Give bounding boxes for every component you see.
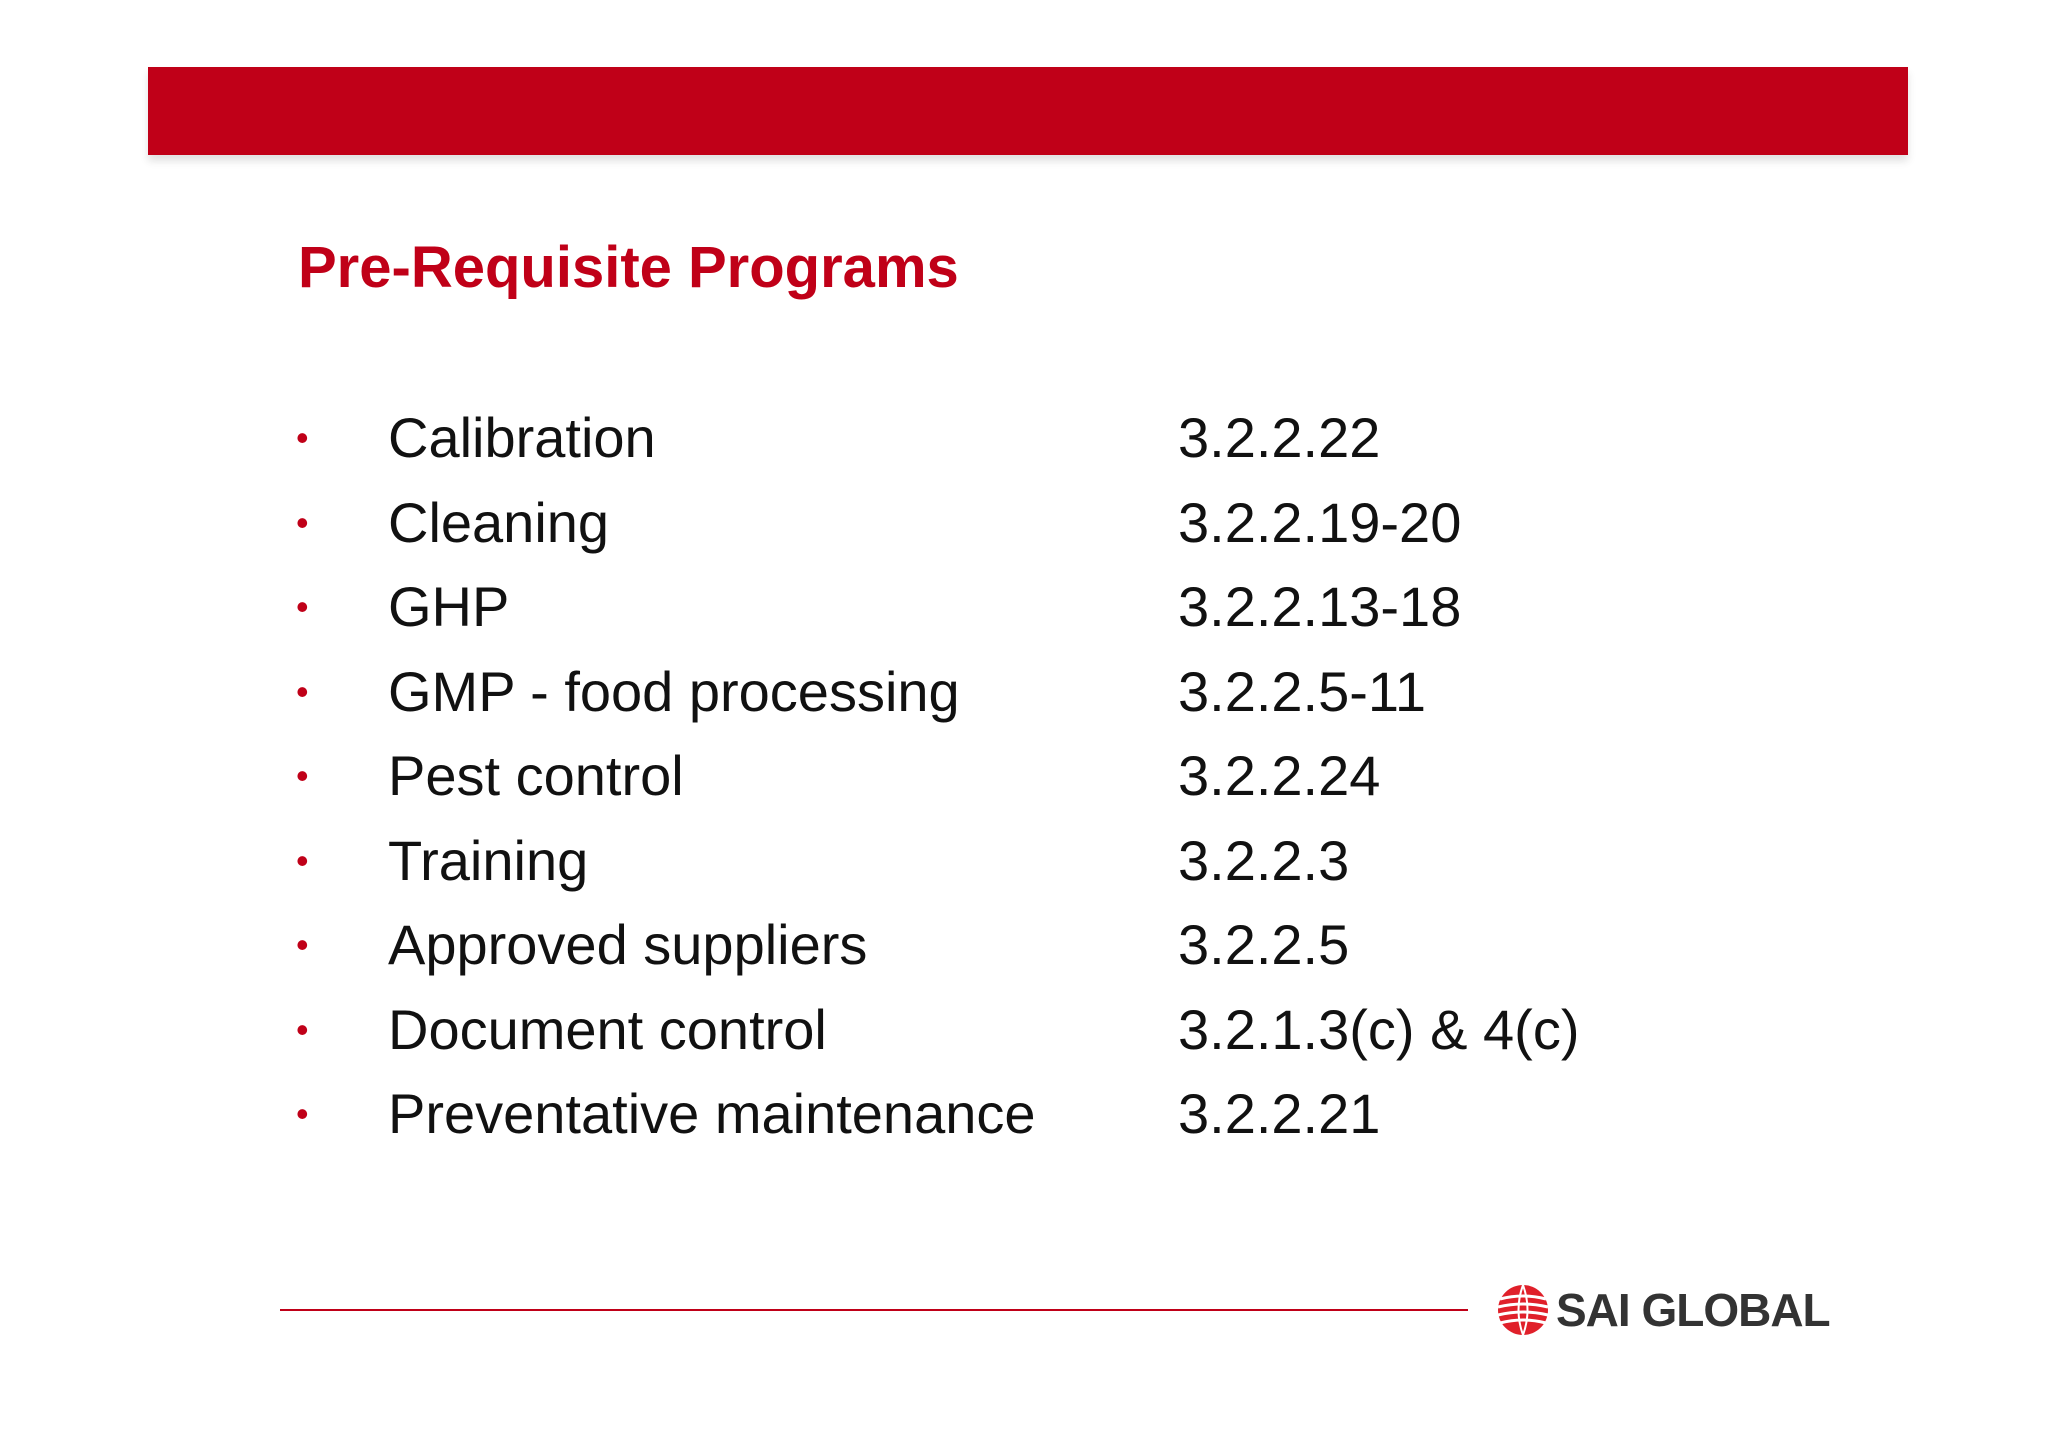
sai-global-globe-icon (1497, 1284, 1549, 1336)
bullet-icon: • (296, 501, 309, 543)
program-row: • Document control 3.2.1.3(c) & 4(c) (296, 988, 1696, 1073)
program-row: • Approved suppliers 3.2.2.5 (296, 903, 1696, 988)
bullet-icon: • (296, 586, 309, 627)
program-reference: 3.2.2.3 (1178, 828, 1350, 892)
program-reference: 3.2.2.13-18 (1178, 575, 1462, 638)
program-reference: 3.2.1.3(c) & 4(c) (1178, 997, 1580, 1061)
program-row: • GMP - food processing 3.2.2.5-11 (296, 650, 1696, 735)
program-name: Approved suppliers (388, 913, 868, 976)
program-reference: 3.2.2.22 (1178, 406, 1381, 469)
program-name: Preventative maintenance (388, 1082, 1036, 1145)
program-name: Document control (388, 997, 827, 1061)
bullet-icon: • (296, 839, 309, 881)
header-band (148, 67, 1908, 155)
program-name: GMP - food processing (388, 659, 960, 723)
program-row: • Preventative maintenance 3.2.2.21 (296, 1072, 1696, 1157)
program-reference: 3.2.2.19-20 (1178, 490, 1462, 554)
program-row: • Pest control 3.2.2.24 (296, 734, 1696, 819)
program-name: GHP (388, 575, 510, 638)
program-name: Calibration (388, 406, 656, 469)
program-reference: 3.2.2.24 (1178, 744, 1381, 807)
bullet-icon: • (296, 1093, 309, 1134)
bullet-icon: • (296, 755, 309, 796)
program-name: Pest control (388, 744, 684, 807)
bullet-icon: • (296, 924, 309, 965)
footer-divider (280, 1309, 1468, 1311)
logo-wordmark: SAI GLOBAL (1556, 1284, 1831, 1336)
sai-global-logo: SAI GLOBAL (1496, 1280, 1831, 1340)
program-reference: 3.2.2.5 (1178, 913, 1350, 976)
program-row: • Cleaning 3.2.2.19-20 (296, 481, 1696, 566)
bullet-icon: • (296, 670, 309, 712)
bullet-icon: • (296, 417, 309, 458)
program-reference: 3.2.2.21 (1178, 1082, 1381, 1145)
program-row: • Training 3.2.2.3 (296, 819, 1696, 904)
program-name: Training (388, 828, 589, 892)
program-reference: 3.2.2.5-11 (1178, 659, 1427, 723)
bullet-icon: • (296, 1008, 309, 1050)
program-row: • Calibration 3.2.2.22 (296, 396, 1696, 481)
slide-title: Pre-Requisite Programs (298, 235, 959, 300)
program-name: Cleaning (388, 490, 610, 554)
program-row: • GHP 3.2.2.13-18 (296, 565, 1696, 650)
program-list: • Calibration 3.2.2.22 • Cleaning 3.2.2.… (296, 396, 1696, 1157)
